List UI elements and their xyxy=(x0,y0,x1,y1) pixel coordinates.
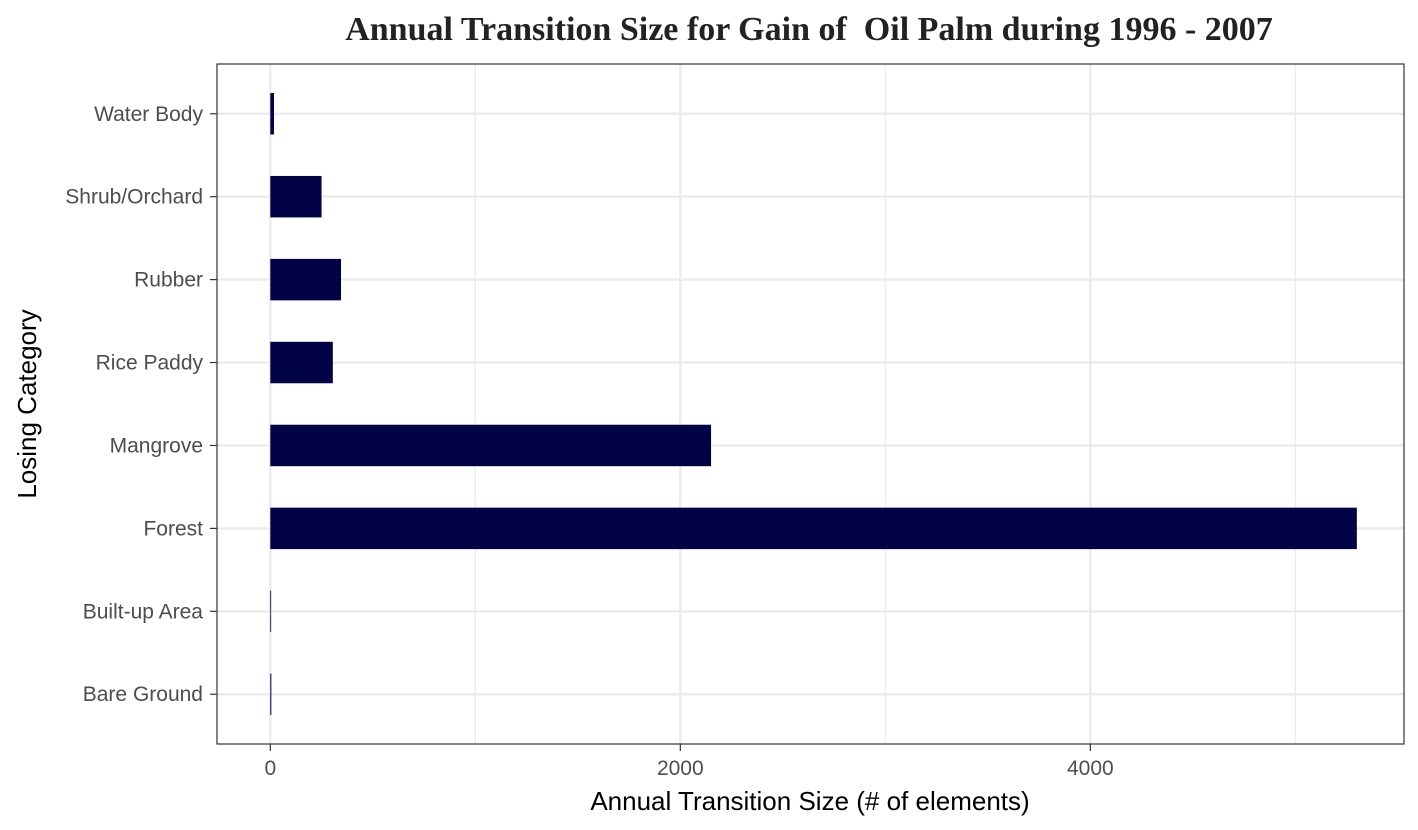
bar-mangrove xyxy=(270,424,712,467)
grid-layer xyxy=(217,64,1404,744)
y-tick-label: Built-up Area xyxy=(83,600,204,623)
x-axis-title: Annual Transition Size (# of elements) xyxy=(590,786,1029,816)
x-tick-label: 4000 xyxy=(1067,757,1114,780)
bar-layer xyxy=(270,93,1357,715)
plot-panel-border xyxy=(216,63,1405,745)
tick-layer: Bare Ground Built-up Area Forest Mangrove Ri… xyxy=(65,103,1113,780)
x-tick-label: 0 xyxy=(264,757,276,780)
bar-rice-paddy xyxy=(270,341,333,384)
y-axis-title: Losing Category xyxy=(12,309,42,498)
bar-forest xyxy=(270,507,1357,550)
bar-rubber xyxy=(270,258,342,301)
bar-water-body xyxy=(270,93,274,135)
y-tick-label: Rubber xyxy=(134,269,203,292)
y-tick-label: Mangrove xyxy=(110,434,203,457)
y-tick-label: Water Body xyxy=(94,103,203,126)
y-tick-label: Shrub/Orchard xyxy=(65,186,203,209)
bar-bare-ground xyxy=(270,673,272,715)
y-tick-label: Forest xyxy=(143,517,203,540)
chart-title: Annual Transition Size for Gain of Oil P… xyxy=(345,11,1273,48)
y-tick-label: Bare Ground xyxy=(83,683,203,706)
x-tick-label: 2000 xyxy=(657,757,704,780)
bar-built-up-area xyxy=(270,590,272,633)
y-tick-label: Rice Paddy xyxy=(96,352,204,375)
bar-shrub-orchard xyxy=(270,175,322,218)
